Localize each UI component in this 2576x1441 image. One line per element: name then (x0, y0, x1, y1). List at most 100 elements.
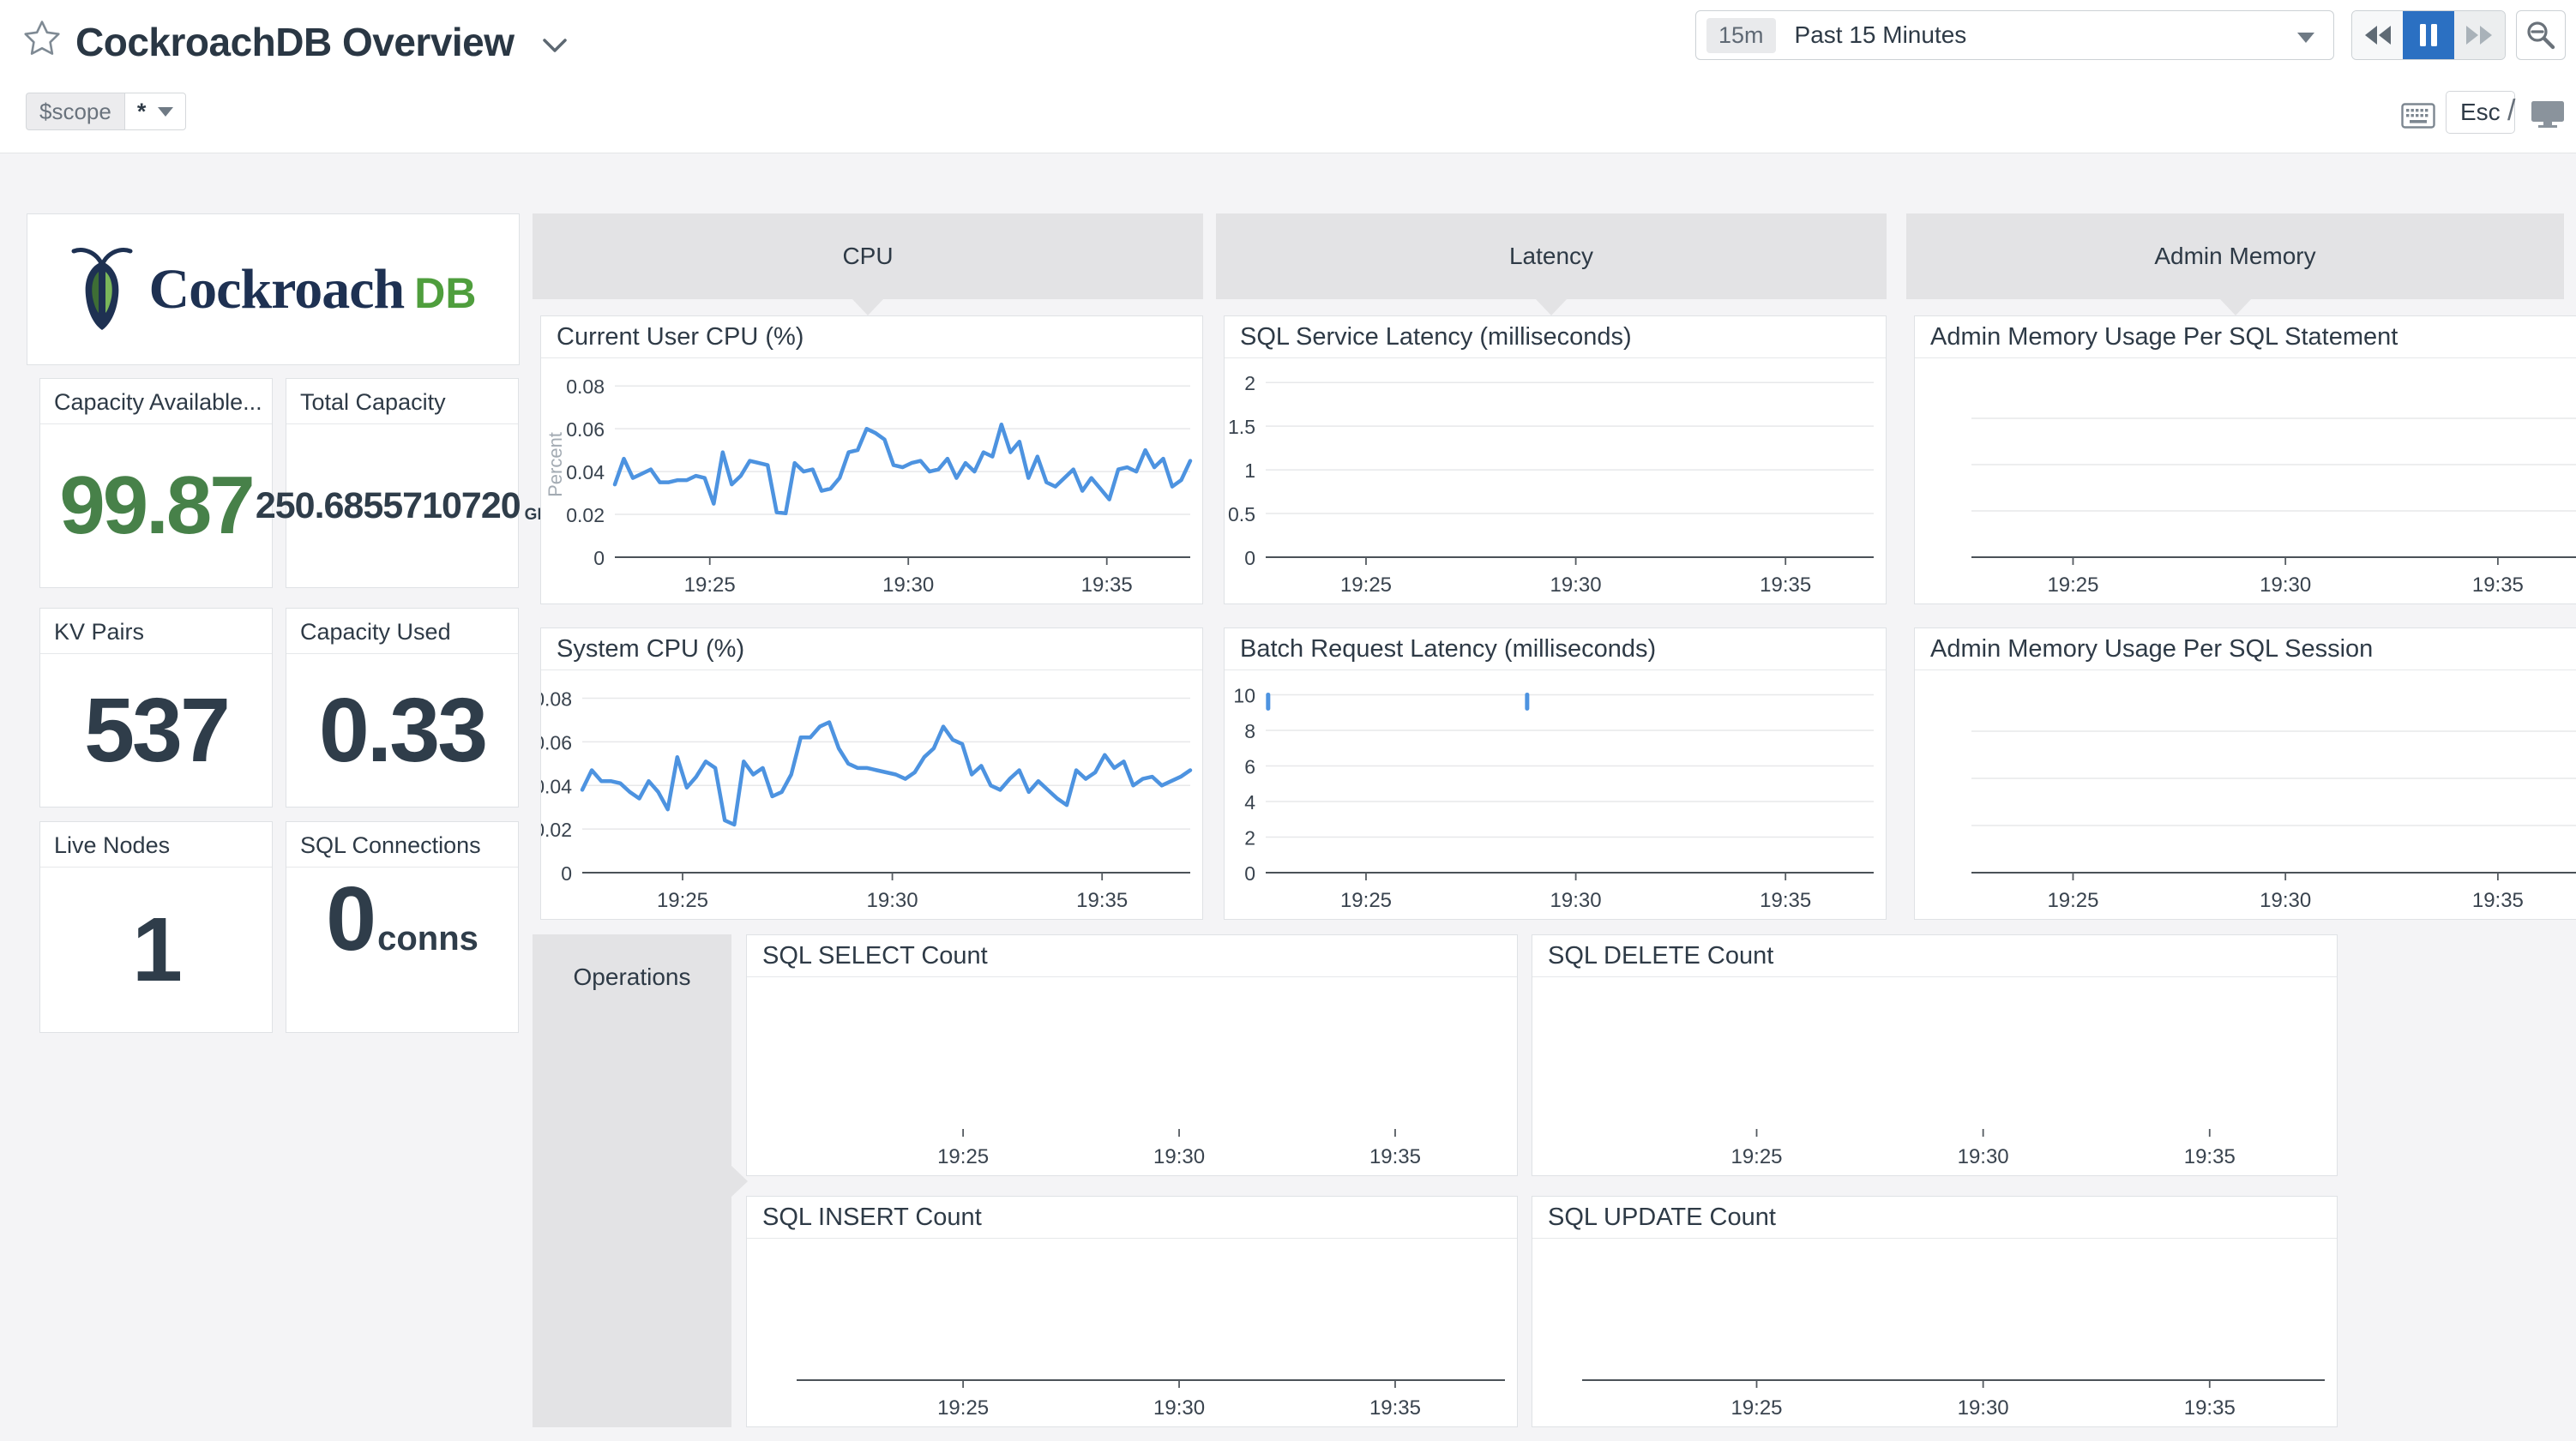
svg-text:2: 2 (1244, 826, 1255, 849)
svg-text:19:35: 19:35 (2472, 889, 2524, 912)
logo-suffix-text: DB (414, 268, 477, 317)
sql-insert-count-plot[interactable]: 19:25 19:30 19:35 (747, 1239, 1517, 1426)
time-range-label: Past 15 Minutes (1794, 21, 1967, 48)
chart-title: Batch Request Latency (milliseconds) (1225, 628, 1886, 670)
svg-text:0: 0 (1244, 862, 1255, 885)
svg-text:19:35: 19:35 (1369, 1145, 1421, 1168)
admin-memory-session-plot[interactable]: 19:25 19:30 19:35 (1915, 670, 2576, 919)
chart-title: System CPU (%) (541, 628, 1202, 670)
group-header-operations[interactable]: Operations (533, 934, 748, 1427)
svg-text:0.06: 0.06 (566, 418, 605, 441)
stat-card-total-capacity: Total Capacity 250.6855710720 GB (256, 378, 549, 588)
dropdown-caret-icon (158, 106, 174, 117)
stat-value: 99.87 (59, 459, 255, 551)
svg-text:19:35: 19:35 (2184, 1396, 2236, 1420)
group-header-label: Admin Memory (2154, 243, 2316, 269)
esc-button[interactable]: Esc (2446, 91, 2515, 134)
sql-delete-count-plot[interactable]: 19:25 19:30 19:35 (1532, 977, 2337, 1175)
group-header-cpu[interactable]: CPU (533, 213, 1203, 315)
chart-card-sql-select-count: SQL SELECT Count 19:25 19:30 19:35 (746, 934, 1518, 1176)
chart-card-admin-memory-session: Admin Memory Usage Per SQL Session 19:25… (1914, 627, 2576, 920)
svg-text:19:35: 19:35 (1760, 889, 1811, 912)
current-user-cpu-plot[interactable]: 0 0.02 0.04 0.06 0.08 19:25 19:30 19:35 Percent (541, 358, 1202, 603)
stat-card-capacity-available: Capacity Available... 99.87 (39, 378, 273, 588)
chart-card-current-user-cpu: Current User CPU (%) 0 0.02 0.04 0.06 0.08 19… (540, 315, 1203, 604)
cockroachdb-logo-icon (70, 243, 134, 336)
logo-brand-text: Cockroach (148, 257, 406, 321)
stat-card-kv-pairs: KV Pairs 537 (39, 608, 273, 808)
svg-text:19:30: 19:30 (1958, 1145, 2009, 1168)
chevron-down-icon[interactable] (542, 38, 568, 57)
chart-title: Admin Memory Usage Per SQL Statement (1915, 316, 2576, 358)
svg-text:Percent: Percent (545, 432, 566, 497)
admin-memory-statement-plot[interactable]: 19:25 19:30 19:35 (1915, 358, 2576, 603)
group-header-latency[interactable]: Latency (1216, 213, 1887, 315)
slash-separator: / (2507, 94, 2516, 127)
svg-text:19:25: 19:25 (937, 1396, 989, 1420)
pause-button[interactable] (2403, 11, 2454, 59)
chart-card-sql-delete-count: SQL DELETE Count 19:25 19:30 19:35 (1532, 934, 2338, 1176)
svg-text:19:35: 19:35 (1076, 889, 1128, 912)
scope-variable-value[interactable]: * (123, 93, 187, 130)
batch-request-latency-plot[interactable]: 0 2 4 6 8 10 19:25 19:30 19:35 (1225, 670, 1886, 919)
sql-select-count-plot[interactable]: 19:25 19:30 19:35 (747, 977, 1517, 1175)
group-header-label: CPU (842, 243, 894, 269)
svg-text:0.08: 0.08 (541, 688, 572, 711)
stat-title: KV Pairs (40, 609, 272, 654)
svg-text:1.5: 1.5 (1228, 416, 1255, 438)
group-header-admin-memory[interactable]: Admin Memory (1906, 213, 2564, 315)
svg-text:19:25: 19:25 (1340, 889, 1392, 912)
svg-text:19:30: 19:30 (1550, 573, 1602, 597)
favorite-star-icon[interactable] (22, 19, 62, 63)
svg-text:19:25: 19:25 (1730, 1145, 1782, 1168)
svg-text:0: 0 (593, 547, 605, 569)
svg-text:19:30: 19:30 (882, 573, 934, 597)
svg-text:19:30: 19:30 (1958, 1396, 2009, 1420)
svg-text:0.04: 0.04 (566, 461, 605, 483)
svg-text:19:30: 19:30 (867, 889, 918, 912)
template-variable-scope[interactable]: $scope * (26, 93, 187, 130)
stat-unit: conns (377, 920, 478, 958)
page-title[interactable]: CockroachDB Overview (75, 20, 515, 64)
stat-card-live-nodes: Live Nodes 1 (39, 821, 273, 1033)
svg-text:0: 0 (561, 862, 572, 885)
stat-value: 0 (326, 868, 376, 970)
chart-card-system-cpu: System CPU (%) 0 0.02 0.04 0.06 0.08 19:25 19:… (533, 627, 1203, 920)
rewind-button[interactable] (2352, 11, 2404, 59)
chart-card-sql-service-latency: SQL Service Latency (milliseconds) 0 0.5 1… (1224, 315, 1887, 604)
svg-text:2: 2 (1244, 372, 1255, 394)
chart-title: SQL Service Latency (milliseconds) (1225, 316, 1886, 358)
chart-title: SQL SELECT Count (747, 935, 1517, 977)
sql-service-latency-plot[interactable]: 0 0.5 1 1.5 2 19:25 19:30 19:35 (1225, 358, 1886, 603)
svg-text:0.04: 0.04 (541, 775, 572, 797)
top-bar: CockroachDB Overview 15m Past 15 Minutes (0, 0, 2576, 153)
svg-text:4: 4 (1244, 791, 1255, 814)
svg-text:19:25: 19:25 (2047, 889, 2098, 912)
svg-text:0.02: 0.02 (541, 819, 572, 841)
svg-text:19:25: 19:25 (684, 573, 736, 597)
zoom-out-button[interactable] (2516, 10, 2566, 60)
keyboard-shortcuts-icon[interactable] (2401, 103, 2435, 133)
svg-text:19:25: 19:25 (657, 889, 708, 912)
svg-text:19:35: 19:35 (1081, 573, 1133, 597)
stat-card-sql-connections: SQL Connections 0 conns (286, 821, 519, 1033)
svg-text:1: 1 (1244, 459, 1255, 482)
stat-card-capacity-used: Capacity Used 0.33 (286, 608, 519, 808)
svg-text:19:30: 19:30 (1550, 889, 1602, 912)
chart-card-sql-insert-count: SQL INSERT Count 19:25 19:30 19:35 (746, 1196, 1518, 1427)
svg-text:8: 8 (1244, 720, 1255, 742)
svg-text:0.08: 0.08 (566, 375, 605, 398)
fast-forward-button[interactable] (2453, 11, 2505, 59)
tv-mode-icon[interactable] (2530, 99, 2566, 133)
system-cpu-plot[interactable]: 0 0.02 0.04 0.06 0.08 19:25 19:30 19:35 (533, 670, 1202, 919)
svg-text:19:30: 19:30 (2260, 573, 2311, 597)
svg-text:19:35: 19:35 (2472, 573, 2524, 597)
time-range-badge: 15m (1706, 17, 1776, 53)
sql-update-count-plot[interactable]: 19:25 19:30 19:35 (1532, 1239, 2337, 1426)
chart-title: SQL INSERT Count (747, 1197, 1517, 1239)
time-range-selector[interactable]: 15m Past 15 Minutes (1695, 10, 2334, 60)
dropdown-caret-icon (2297, 33, 2314, 43)
svg-text:6: 6 (1244, 755, 1255, 778)
scope-variable-name: $scope (26, 93, 124, 130)
stat-title: Capacity Available... (40, 379, 272, 424)
